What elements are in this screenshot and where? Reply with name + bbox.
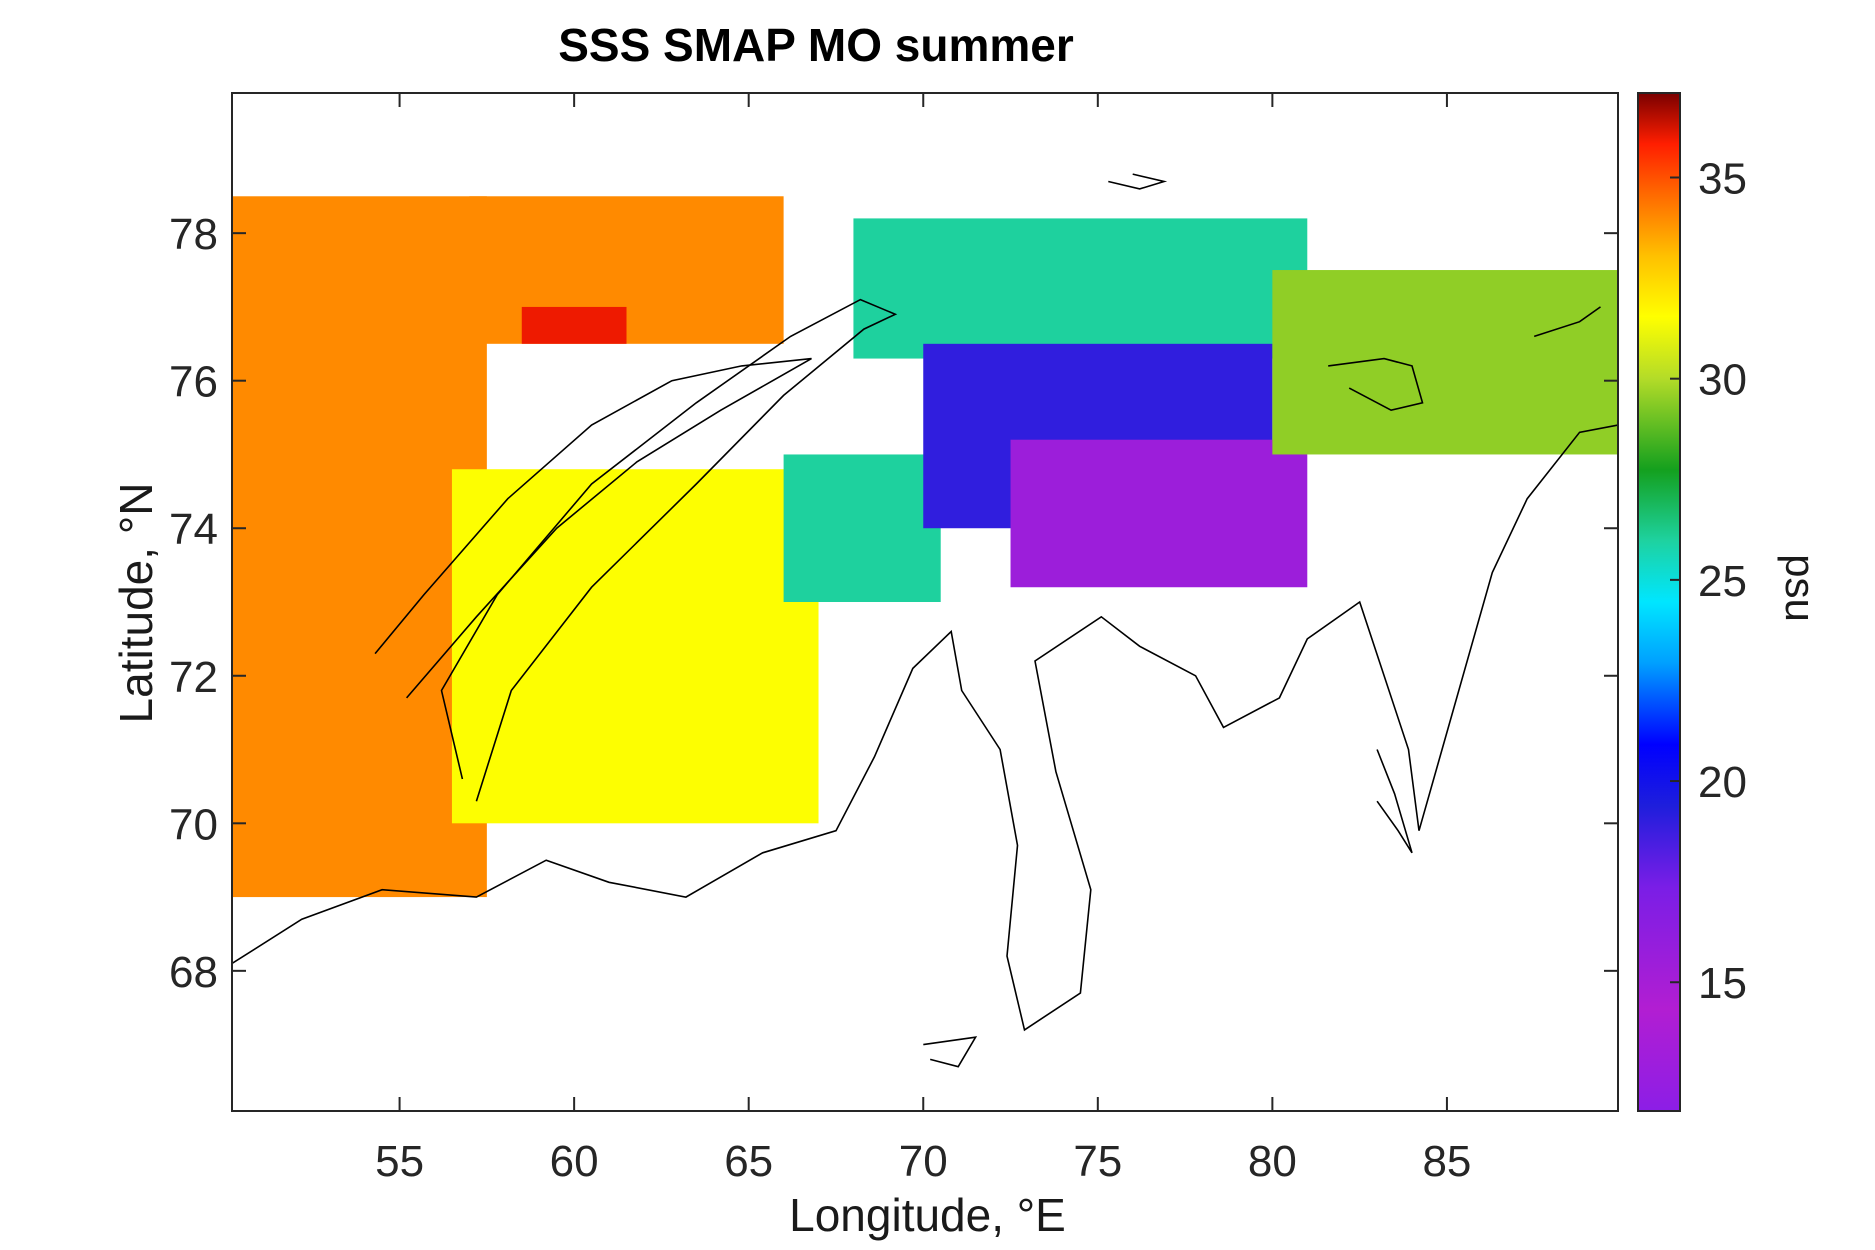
colorbar xyxy=(1637,92,1681,1112)
salinity-region-0 xyxy=(232,196,487,898)
salinity-region-8 xyxy=(1272,270,1618,455)
x-axis: 55 60 65 70 75 80 85 xyxy=(375,93,1471,1186)
y-tick-label: 70 xyxy=(169,800,218,849)
y-tick-label: 76 xyxy=(169,358,218,407)
colorbar-tick-label: 20 xyxy=(1698,758,1747,807)
chart-title: SSS SMAP MO summer xyxy=(558,19,1074,71)
y-tick-label: 78 xyxy=(169,210,218,259)
coastline-segment-4 xyxy=(1328,357,1424,412)
colorbar-label: psu xyxy=(1777,554,1824,622)
x-tick-label: 55 xyxy=(375,1137,424,1186)
colorbar-tick-label: 15 xyxy=(1698,959,1747,1008)
y-tick-label: 68 xyxy=(169,948,218,997)
y-tick-label: 72 xyxy=(169,653,218,702)
x-tick-label: 85 xyxy=(1422,1137,1471,1186)
x-tick-label: 75 xyxy=(1073,1137,1122,1186)
x-axis-label: Longitude, °E xyxy=(789,1189,1066,1241)
salinity-region-2 xyxy=(521,306,627,344)
salinity-region-4 xyxy=(783,454,941,602)
salinity-region-5 xyxy=(853,218,1308,359)
coastline-segment-5 xyxy=(1533,306,1601,338)
colorbar-tick-label: 35 xyxy=(1698,154,1747,203)
salinity-region-7 xyxy=(1010,439,1308,588)
y-axis-label: Latitude, °N xyxy=(110,482,162,724)
coastline-segment-2 xyxy=(232,424,1618,1032)
coastline-segment-6 xyxy=(1376,749,1413,854)
x-tick-label: 70 xyxy=(899,1137,948,1186)
coastline-segment-3 xyxy=(1108,173,1168,190)
coastline-segment-7 xyxy=(923,1036,978,1068)
y-tick-label: 74 xyxy=(169,505,218,554)
colorbar-tick-label: 30 xyxy=(1698,356,1747,405)
colorbar-axis: 15 20 25 30 35 xyxy=(1670,154,1747,1008)
plot-frame xyxy=(231,92,1619,1112)
x-tick-label: 65 xyxy=(724,1137,773,1186)
x-tick-label: 80 xyxy=(1248,1137,1297,1186)
y-axis: 68 70 72 74 76 78 xyxy=(169,210,1618,997)
colorbar-tick-label: 25 xyxy=(1698,557,1747,606)
salinity-field xyxy=(232,196,1618,898)
x-tick-label: 60 xyxy=(550,1137,599,1186)
coastline-segment-1 xyxy=(374,357,812,699)
salinity-region-3 xyxy=(451,469,819,824)
coastline xyxy=(232,173,1618,1068)
